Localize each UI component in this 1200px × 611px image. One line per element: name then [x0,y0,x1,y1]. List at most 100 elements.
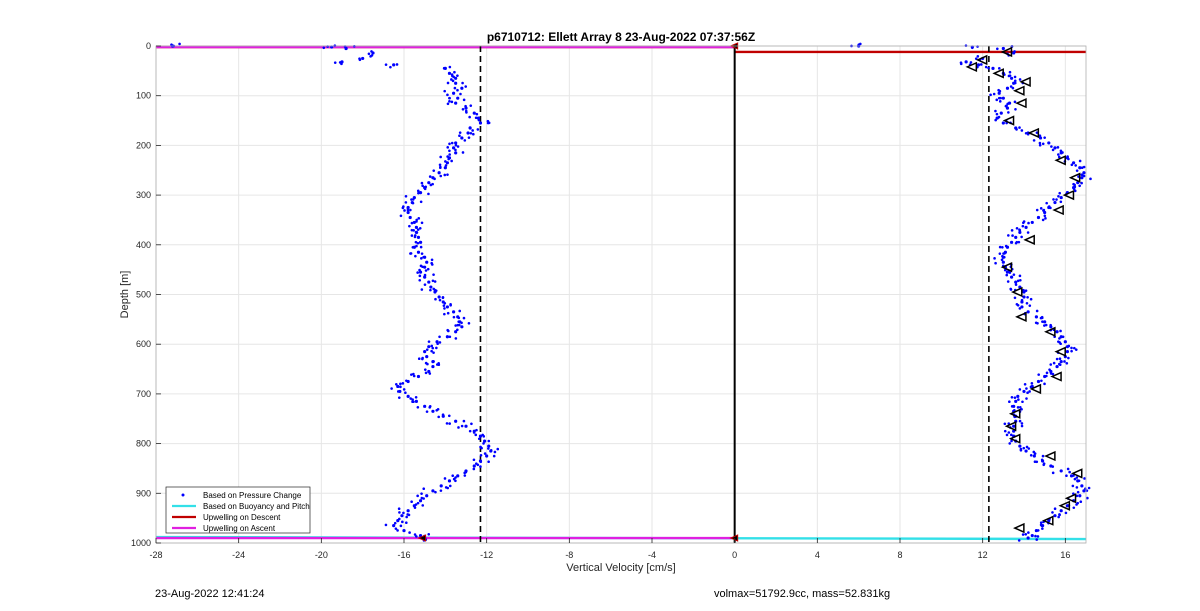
data-point [1058,337,1061,340]
data-point [425,410,429,413]
data-point [456,74,459,77]
data-point [1033,452,1037,455]
data-point [1082,489,1086,493]
data-point [447,157,450,161]
data-point [1005,106,1010,110]
data-point [443,312,446,316]
data-point [400,514,404,518]
data-point [1067,344,1071,348]
data-point [1029,385,1033,389]
data-point [1014,399,1018,403]
x-tick-label: -24 [232,550,245,560]
data-point [1035,131,1039,134]
data-point [1005,273,1009,277]
data-point [454,324,457,327]
data-point [1041,142,1045,146]
data-point [452,146,456,150]
x-tick-label: 16 [1060,550,1070,560]
y-tick-label: 800 [136,439,151,449]
data-point [438,341,442,344]
data-point [1027,531,1030,534]
data-point [1025,445,1029,449]
data-point [456,474,460,478]
data-point [458,134,461,138]
data-point [409,252,412,255]
data-point [1018,405,1022,409]
triangle-marker [1062,189,1075,201]
data-point [1003,429,1007,433]
data-point [1035,538,1039,541]
data-point [447,479,452,483]
data-points [170,42,1092,542]
data-point [462,316,466,320]
x-axis-label: Vertical Velocity [cm/s] [566,562,675,574]
data-point [431,346,435,350]
data-point [1013,100,1017,104]
data-point [410,198,413,201]
data-point [1018,228,1022,232]
data-point [460,86,464,90]
data-point [454,101,458,105]
data-point [414,503,418,506]
reference-lines [155,45,1087,543]
data-point [1016,279,1020,283]
data-point [426,267,430,271]
data-point [1075,503,1078,506]
data-point [1038,134,1042,138]
data-point [1018,388,1022,391]
data-point [483,439,487,443]
data-point [1010,395,1014,399]
data-point [476,128,480,131]
data-point [1043,324,1046,327]
data-point [472,111,476,115]
data-point [487,439,491,443]
data-point [1001,46,1005,51]
data-point [1034,315,1038,319]
data-point [1059,149,1063,153]
triangle-marker [1015,98,1027,109]
data-point [454,479,457,483]
data-point [471,129,474,132]
data-point [998,245,1002,249]
y-tick-label: 700 [136,389,151,399]
x-tick-label: 4 [815,550,820,560]
data-point [450,141,454,145]
data-point [427,192,430,196]
data-point [457,316,461,320]
data-point [1022,220,1026,223]
data-point [422,255,425,259]
data-point [1086,496,1089,500]
data-point [1051,471,1055,475]
data-point [425,260,429,264]
data-point [1013,81,1017,85]
data-point [1070,346,1073,350]
data-point [411,398,414,401]
data-point [1004,244,1008,248]
data-point [1010,229,1014,232]
data-point [1082,171,1086,175]
data-point [439,166,442,170]
data-point [1020,408,1023,411]
triangle-marker [1068,172,1081,183]
data-point [1043,214,1047,218]
data-point [482,442,485,445]
data-point [395,63,399,66]
data-point [392,524,396,528]
data-point [1024,449,1028,453]
data-point [1082,174,1086,178]
data-point [1024,289,1028,292]
data-point [414,240,418,244]
data-point [421,265,424,269]
y-tick-label: 300 [136,190,151,200]
data-point [1065,362,1069,365]
data-point [402,388,406,391]
x-tick-label: -16 [397,550,410,560]
data-point [1007,111,1010,114]
data-point [447,414,451,418]
data-point [423,187,427,191]
data-point [429,288,432,292]
data-point [453,70,456,74]
data-point [1008,400,1011,404]
data-point [431,279,435,283]
data-point [1017,398,1020,401]
